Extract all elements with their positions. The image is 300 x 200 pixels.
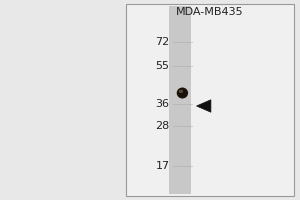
Ellipse shape: [178, 90, 183, 93]
Polygon shape: [196, 100, 211, 112]
Text: 72: 72: [155, 37, 170, 47]
Text: 36: 36: [155, 99, 170, 109]
Text: MDA-MB435: MDA-MB435: [176, 7, 244, 17]
Bar: [169, 6, 190, 194]
Text: 28: 28: [155, 121, 170, 131]
Bar: [126, 4, 294, 196]
Text: 17: 17: [155, 161, 170, 171]
Ellipse shape: [177, 88, 188, 98]
Text: 55: 55: [155, 61, 170, 71]
